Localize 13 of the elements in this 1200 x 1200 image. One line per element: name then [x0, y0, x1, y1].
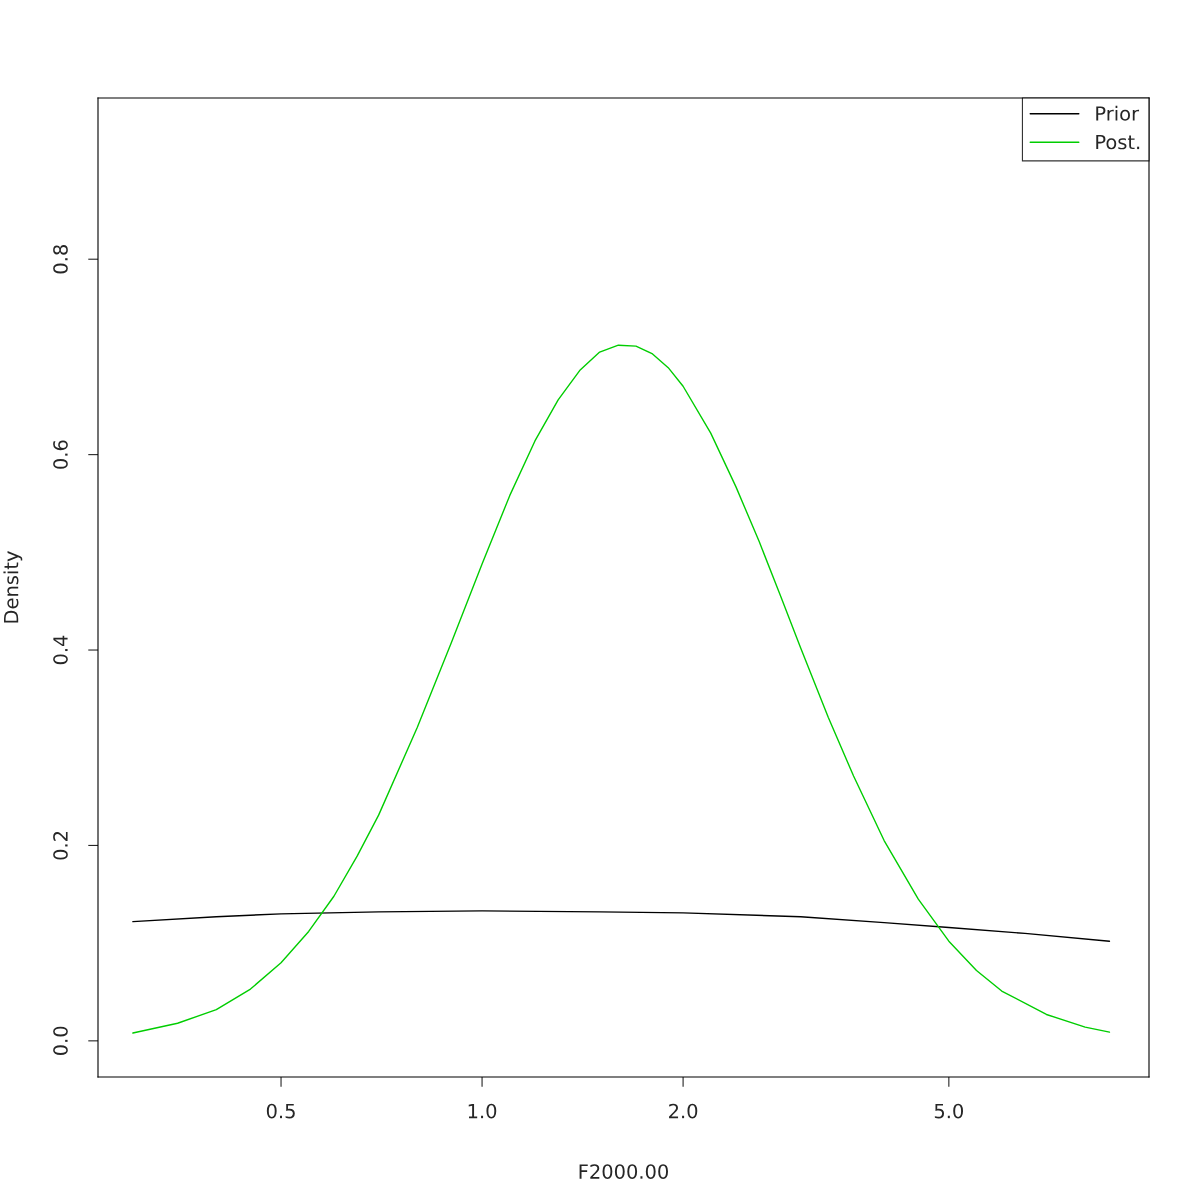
y-tick-label: 0.4	[53, 635, 68, 665]
x-tick-label: 1.0	[468, 1103, 497, 1119]
y-tick-label: 0.2	[53, 831, 68, 860]
y-axis-title: Density	[3, 551, 23, 623]
x-tick-label: 2.0	[669, 1103, 698, 1119]
y-tick-label: 0.0	[53, 1026, 68, 1056]
x-tick-label: 5.0	[934, 1103, 964, 1119]
y-tick-label: 0.6	[53, 440, 68, 469]
x-axis-title: F2000.00	[579, 1164, 669, 1179]
y-tick-label: 0.8	[53, 245, 68, 274]
x-tick-label: 0.5	[266, 1103, 295, 1119]
legend-label: Prior	[1096, 105, 1140, 121]
legend-label: Post.	[1096, 134, 1140, 150]
